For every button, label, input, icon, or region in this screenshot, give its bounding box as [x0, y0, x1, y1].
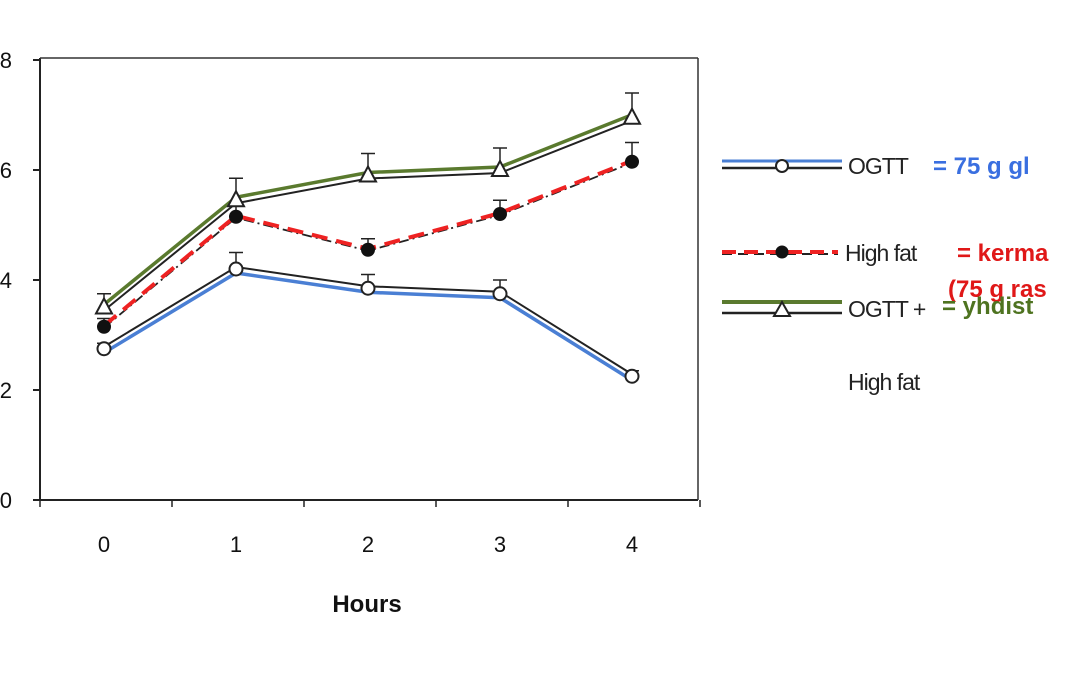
- legend-combo-marker: [772, 299, 792, 317]
- legend-ogtt-name: OGTT: [848, 153, 909, 179]
- y-tick-label: 4: [0, 268, 12, 293]
- series: [94, 92, 642, 384]
- legend-ogtt-marker: [775, 159, 789, 173]
- point-ogtt-high-fat: [490, 158, 510, 177]
- x-axis-title: Hours: [332, 591, 401, 618]
- legend-ogtt-note: = 75 g gl: [933, 153, 1030, 180]
- x-tick-label: 4: [626, 532, 638, 557]
- legend-highfat-note: = kerma: [957, 240, 1049, 267]
- point-ogtt: [360, 280, 376, 296]
- point-ogtt: [228, 261, 244, 277]
- legend-highfat-name: High fat: [845, 240, 918, 266]
- point-high-fat: [229, 209, 243, 224]
- x-tick-label: 3: [494, 532, 506, 557]
- point-ogtt-high-fat: [622, 106, 642, 125]
- legend-item-ogtt: OGTT = 75 g gl: [722, 153, 1030, 180]
- legend-item-ogtt-high-fat: OGTT + High fat = yhdist: [722, 293, 1033, 395]
- y-tick-label: 6: [0, 158, 12, 183]
- point-high-fat: [361, 242, 375, 257]
- point-ogtt: [624, 368, 640, 384]
- legend-combo-name-line2: High fat: [848, 369, 921, 395]
- point-ogtt: [492, 286, 508, 302]
- legend-item-high-fat: High fat = kerma (75 g ras: [722, 240, 1049, 303]
- legend-highfat-marker: [775, 245, 789, 259]
- point-ogtt: [96, 341, 112, 357]
- x-tick-label: 0: [98, 532, 110, 557]
- legend-combo-note: = yhdist: [942, 293, 1033, 320]
- point-ogtt-high-fat: [94, 296, 114, 315]
- axes: [39, 57, 699, 501]
- point-ogtt-high-fat: [358, 164, 378, 183]
- point-high-fat: [493, 207, 507, 221]
- y-tick-label: 8: [0, 48, 12, 73]
- point-high-fat: [97, 319, 111, 334]
- legend-highfat-note-line2: (75 g ras: [948, 276, 1047, 303]
- ticks: 0 2 4 6 8 0 1 2 3 4: [0, 48, 701, 557]
- legend-combo-name-line1: OGTT +: [848, 296, 926, 322]
- y-tick-label: 0: [0, 488, 12, 513]
- y-tick-label: 2: [0, 378, 12, 403]
- point-high-fat: [625, 154, 639, 169]
- point-ogtt-high-fat: [226, 189, 246, 208]
- x-tick-label: 1: [230, 532, 242, 557]
- legend: OGTT = 75 g gl High fat = kerma (75 g ra…: [722, 153, 1049, 395]
- x-tick-label: 2: [362, 532, 374, 557]
